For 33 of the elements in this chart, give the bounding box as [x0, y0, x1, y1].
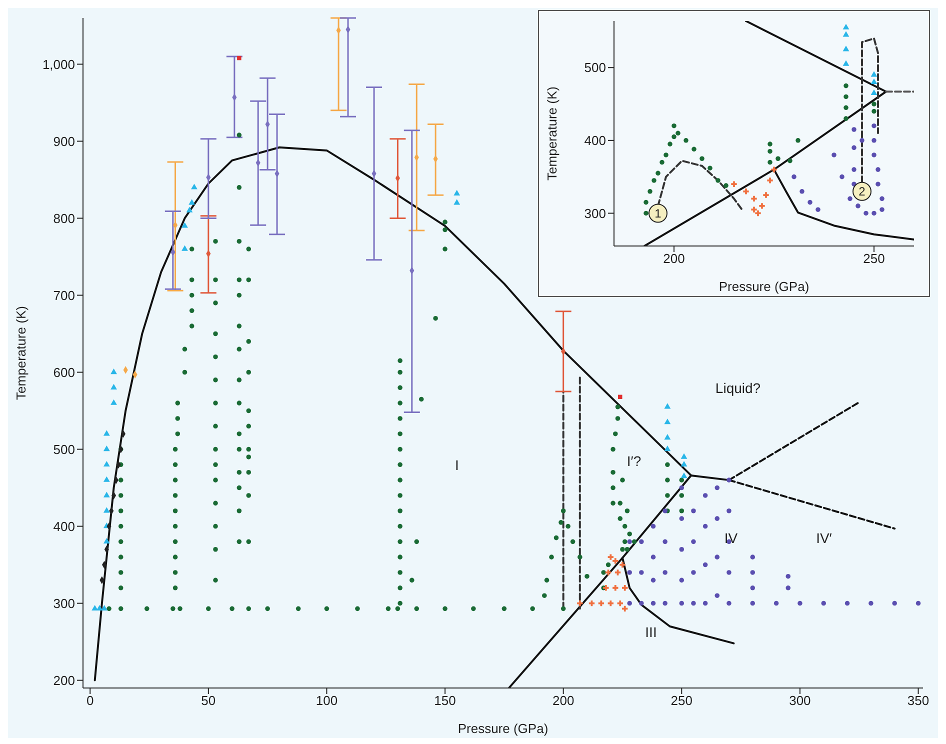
x-tick-label: 50	[201, 693, 216, 708]
x-tick-label: 150	[434, 693, 456, 708]
annotation: I′?	[626, 453, 642, 469]
x-tick-label: 250	[863, 251, 885, 266]
y-tick-label: 200	[53, 672, 75, 688]
annotation: I	[455, 457, 459, 473]
x-tick-label: 100	[316, 693, 338, 708]
annotation: 1	[654, 206, 662, 220]
x-tick-label: 250	[670, 693, 692, 708]
annotation: III	[645, 624, 657, 640]
y-tick-label: 500	[53, 442, 75, 457]
x-tick-label: 350	[907, 693, 930, 708]
y-tick-label: 300	[584, 206, 606, 221]
y-tick-label: 400	[53, 518, 75, 534]
y-tick-label: 400	[584, 133, 606, 148]
y-tick-label: 1,000	[42, 56, 75, 72]
y-tick-label: 600	[53, 364, 75, 380]
x-axis-title: Pressure (GPa)	[458, 721, 548, 736]
x-tick-label: 200	[552, 693, 574, 708]
y-tick-label: 800	[53, 210, 75, 226]
annotation: IV	[724, 530, 738, 546]
annotation: IV′	[816, 530, 832, 546]
annotation: Liquid?	[715, 380, 761, 396]
annotation: 2	[858, 184, 866, 199]
y-axis-title: Temperature (K)	[14, 306, 29, 400]
y-axis-title: Temperature (K)	[544, 86, 560, 180]
x-tick-label: 0	[86, 693, 94, 708]
x-axis-title: Pressure (GPa)	[718, 279, 810, 294]
y-tick-label: 300	[53, 596, 75, 611]
x-tick-label: 300	[789, 693, 811, 708]
y-tick-label: 700	[53, 288, 75, 303]
y-tick-label: 500	[584, 60, 606, 76]
y-tick-label: 900	[53, 134, 75, 149]
